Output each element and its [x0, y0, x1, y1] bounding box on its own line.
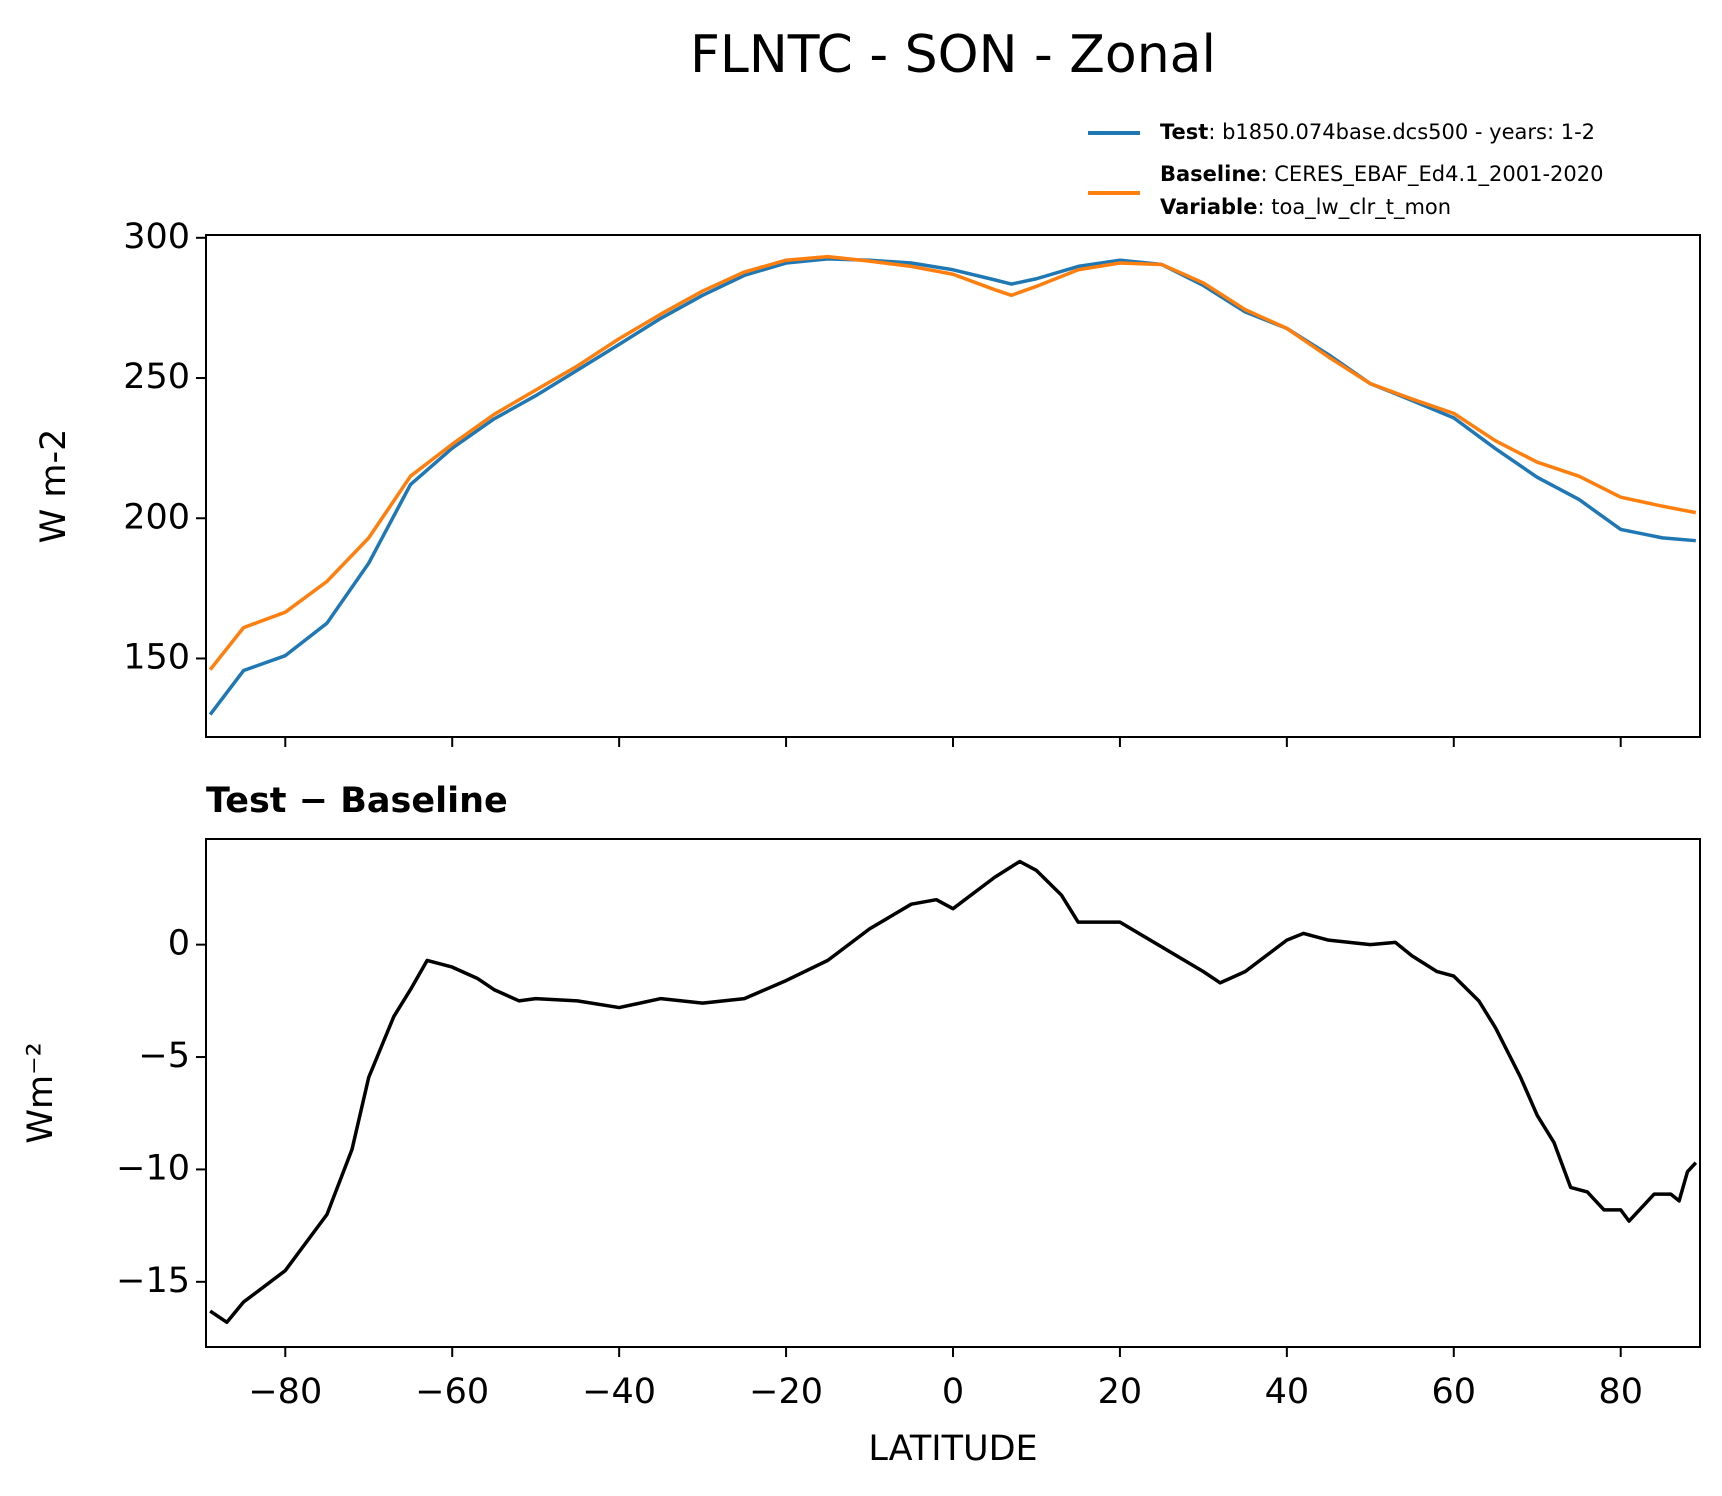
legend-entry: Baseline: CERES_EBAF_Ed4.1_2001-2020 [1160, 162, 1603, 187]
y-tick-label: −10 [116, 1148, 190, 1188]
y-tick-label: 0 [168, 924, 190, 964]
x-tick-label: 0 [942, 1372, 964, 1412]
y-axis-label: W m-2 [34, 429, 74, 544]
y-tick-label: 150 [123, 637, 190, 677]
y-axis-label: Wm⁻² [21, 1042, 61, 1143]
y-tick-label: 250 [123, 357, 190, 397]
legend-description: : CERES_EBAF_Ed4.1_2001-2020 [1261, 162, 1604, 187]
x-tick-label: −40 [582, 1372, 656, 1412]
legend-name: Test [1160, 120, 1208, 144]
data-line [208, 254, 1697, 671]
x-tick-label: 80 [1598, 1372, 1643, 1412]
x-tick-label: −80 [248, 1372, 322, 1412]
legend-name: Variable [1160, 195, 1257, 219]
legend-description: : b1850.074base.dcs500 - years: 1-2 [1208, 120, 1595, 144]
legend-name: Baseline [1160, 162, 1261, 186]
x-tick-label: 20 [1098, 1372, 1143, 1412]
data-line [209, 859, 1698, 1325]
legend-entry: Test: b1850.074base.dcs500 - years: 1-2 [1160, 120, 1595, 144]
x-tick-label: 40 [1265, 1372, 1310, 1412]
legend-description: : toa_lw_clr_t_mon [1257, 195, 1451, 220]
figure-title: FLNTC - SON - Zonal [690, 25, 1216, 85]
x-tick-label: 60 [1432, 1372, 1477, 1412]
y-tick-label: −5 [138, 1036, 190, 1076]
panel-title: Test − Baseline [206, 781, 508, 821]
data-line [208, 257, 1696, 716]
y-tick-label: 300 [123, 217, 190, 257]
plot-area [208, 254, 1697, 716]
x-tick-label: −20 [749, 1372, 823, 1412]
x-axis-label: LATITUDE [868, 1429, 1037, 1469]
plot-area [209, 859, 1698, 1325]
y-tick-label: −15 [116, 1261, 190, 1301]
axes-frame [205, 234, 1701, 738]
legend-entry: Variable: toa_lw_clr_t_mon [1160, 195, 1451, 220]
x-tick-label: −60 [415, 1372, 489, 1412]
y-tick-label: 200 [123, 497, 190, 537]
axes-frame [205, 838, 1701, 1348]
